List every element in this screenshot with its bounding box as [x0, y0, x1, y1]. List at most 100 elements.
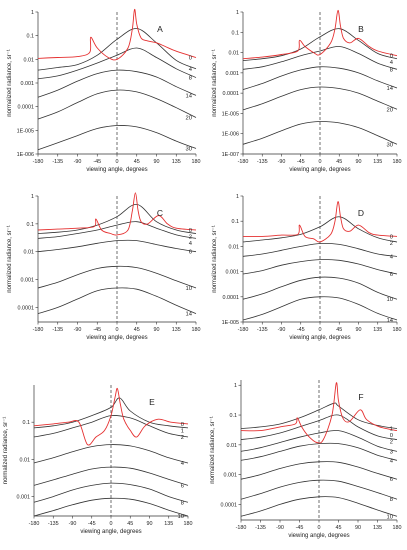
- series-line-depth-2: [37, 203, 197, 234]
- y-tick-label: 0.1: [232, 30, 240, 36]
- series-line-depth-8: [240, 479, 398, 500]
- y-tick-label: 0.001: [226, 270, 240, 276]
- series-label: 4: [181, 461, 185, 467]
- panel-a: -180 -135 -90 -45 0 45 90 135 180 1 0.1 0.01 0.001 0.…: [7, 8, 201, 173]
- x-tick-label: -180: [29, 521, 40, 527]
- series-line-depth-0: [33, 387, 189, 446]
- x-tick-label: 180: [192, 159, 201, 165]
- y-tick-label: 0.01: [229, 51, 240, 57]
- x-tick-label: -135: [257, 159, 268, 165]
- series-label: 10: [186, 286, 192, 292]
- x-tick-label: 0: [318, 525, 321, 531]
- series-line-depth-2: [242, 216, 398, 243]
- x-tick-label: -45: [297, 327, 305, 333]
- series-line-depth-3: [240, 430, 398, 452]
- x-tick-label: 90: [154, 159, 160, 165]
- series-label: 30: [387, 142, 393, 148]
- series-line-depth-8: [33, 482, 189, 503]
- series-line-depth-20: [242, 86, 398, 111]
- x-tick-label: 0: [319, 159, 322, 165]
- y-tick-label: 0.1: [27, 222, 35, 228]
- x-tick-label: -180: [238, 327, 249, 333]
- series-label: 0: [189, 55, 192, 61]
- x-tick-label: 180: [393, 159, 402, 165]
- x-tick-label: 0: [319, 327, 322, 333]
- y-tick-label: 1: [31, 194, 34, 200]
- series-line-depth-6: [37, 239, 197, 253]
- series-label: 4: [189, 241, 193, 247]
- x-tick-label: -90: [276, 525, 284, 531]
- x-axis-title: viewing angle, degrees: [80, 529, 141, 535]
- series-line-depth-10: [37, 265, 197, 289]
- series-label: 2: [390, 241, 393, 247]
- x-tick-label: 90: [356, 159, 362, 165]
- series-line-depth-0: [242, 201, 398, 243]
- y-tick-label: 1E-007: [222, 152, 239, 158]
- y-tick-label: 0.1: [232, 219, 240, 225]
- x-tick-label: -180: [33, 159, 44, 165]
- y-tick-label: 0.001: [21, 81, 35, 87]
- x-tick-label: 90: [355, 525, 361, 531]
- series-line-depth-30: [37, 125, 197, 151]
- panel-letter: C: [157, 208, 163, 218]
- series-line-depth-10: [33, 497, 189, 517]
- x-tick-label: 0: [110, 521, 113, 527]
- series-label: 6: [390, 272, 393, 278]
- x-tick-label: -90: [69, 521, 77, 527]
- x-tick-label: 45: [336, 159, 342, 165]
- x-tick-label: 90: [154, 327, 160, 333]
- series-label: 8: [390, 497, 393, 503]
- series-line-depth-6: [33, 466, 189, 486]
- series-line-depth-0: [240, 382, 398, 444]
- series-label: 14: [186, 312, 193, 318]
- x-tick-label: 45: [336, 525, 342, 531]
- series-label: 8: [189, 76, 192, 82]
- x-tick-label: -90: [278, 159, 286, 165]
- x-tick-label: 0: [116, 159, 119, 165]
- x-tick-label: -45: [297, 159, 305, 165]
- y-tick-label: 0.01: [20, 457, 31, 463]
- x-tick-label: 135: [373, 525, 382, 531]
- x-tick-label: -45: [93, 327, 101, 333]
- x-axis-title: viewing angle, degrees: [288, 533, 349, 539]
- series-label: 10: [178, 514, 184, 520]
- x-tick-label: 180: [192, 327, 201, 333]
- series-line-depth-2: [240, 414, 398, 440]
- y-axis-title: normalized radiance, sr⁻¹: [210, 416, 216, 484]
- panel-letter: B: [358, 24, 364, 34]
- y-tick-label: 1E-006: [17, 152, 34, 158]
- series-line-depth-14: [37, 287, 197, 314]
- y-tick-label: 1E-005: [17, 128, 34, 134]
- series-label: 4: [189, 67, 193, 73]
- panel-letter: E: [149, 397, 155, 407]
- x-tick-label: -135: [257, 327, 268, 333]
- panel-f: -180 -135 -90 -45 0 45 90 135 18010.10.010.0010.…: [210, 380, 402, 539]
- x-tick-label: 180: [184, 521, 193, 527]
- y-tick-label: 0.001: [226, 71, 240, 77]
- series-line-depth-14: [242, 66, 398, 90]
- series-label: 14: [186, 93, 193, 99]
- series-line-depth-4: [33, 444, 189, 464]
- panel-b: -180 -135 -90 -45 0 45 90 135 180 1 0.1 0.01 0.001 0.…: [212, 9, 402, 173]
- x-tick-label: -90: [74, 159, 82, 165]
- x-tick-label: 180: [393, 525, 402, 531]
- series-label: 4: [390, 458, 394, 464]
- series-label: 8: [181, 500, 184, 506]
- x-tick-label: -180: [238, 159, 249, 165]
- series-label: 1: [390, 427, 393, 433]
- y-tick-label: 0.0001: [223, 295, 240, 301]
- x-tick-label: 135: [373, 327, 382, 333]
- series-label: 10: [387, 514, 393, 520]
- x-tick-label: -45: [93, 159, 101, 165]
- y-tick-label: 0.001: [224, 473, 238, 479]
- series-label: 1: [181, 428, 184, 434]
- x-tick-label: -90: [278, 327, 286, 333]
- x-tick-label: -45: [296, 525, 304, 531]
- y-tick-label: 1: [234, 383, 237, 389]
- y-tick-label: 1E-005: [222, 111, 239, 117]
- series-label: 8: [390, 67, 393, 73]
- x-tick-label: 135: [164, 521, 173, 527]
- series-line-depth-1: [240, 402, 398, 429]
- x-tick-label: 90: [147, 521, 153, 527]
